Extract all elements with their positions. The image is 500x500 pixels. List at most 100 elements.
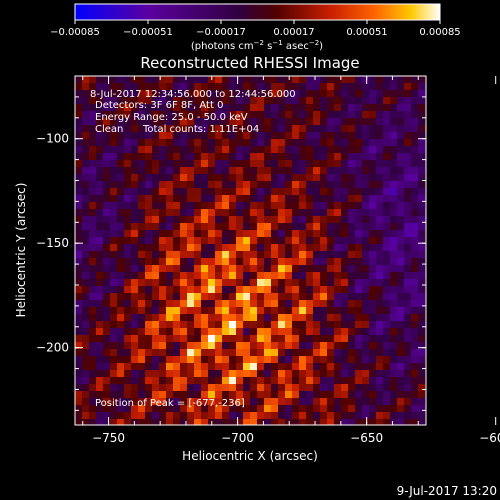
heatmap-cell [397, 335, 404, 342]
heatmap-cell [159, 118, 166, 125]
heatmap-cell [110, 104, 117, 111]
heatmap-cell [96, 188, 103, 195]
heatmap-cell [201, 342, 208, 349]
heatmap-cell [152, 230, 159, 237]
heatmap-cell [187, 132, 194, 139]
heatmap-cell [369, 342, 376, 349]
heatmap-cell [278, 342, 285, 349]
heatmap-cell [103, 146, 110, 153]
heatmap-cell [348, 181, 355, 188]
heatmap-cell [222, 97, 229, 104]
heatmap-cell [264, 405, 271, 412]
heatmap-cell [341, 209, 348, 216]
heatmap-cell [397, 258, 404, 265]
heatmap-cell [355, 153, 362, 160]
heatmap-cell [180, 384, 187, 391]
heatmap-cell [145, 237, 152, 244]
heatmap-cell [285, 251, 292, 258]
heatmap-cell [411, 356, 418, 363]
heatmap-cell [285, 412, 292, 419]
heatmap-cell [243, 139, 250, 146]
heatmap-cell [376, 76, 383, 83]
heatmap-cell [201, 181, 208, 188]
heatmap-cell [117, 412, 124, 419]
heatmap-cell [166, 97, 173, 104]
heatmap-cell [299, 279, 306, 286]
heatmap-cell [166, 76, 173, 83]
heatmap-cell [159, 111, 166, 118]
heatmap-cell [313, 384, 320, 391]
heatmap-cell [292, 279, 299, 286]
heatmap-cell [117, 356, 124, 363]
heatmap-cell [271, 258, 278, 265]
heatmap-cell [229, 377, 236, 384]
heatmap-cell [383, 146, 390, 153]
heatmap-cell [152, 349, 159, 356]
heatmap-cell [390, 265, 397, 272]
heatmap-cell [103, 118, 110, 125]
heatmap-cell [334, 258, 341, 265]
heatmap-cell [82, 167, 89, 174]
heatmap-cell [299, 384, 306, 391]
heatmap-cell [173, 405, 180, 412]
heatmap-cell [110, 391, 117, 398]
heatmap-cell [390, 321, 397, 328]
heatmap-cell [299, 83, 306, 90]
heatmap-cell [327, 118, 334, 125]
heatmap-cell [278, 188, 285, 195]
heatmap-cell [418, 90, 425, 97]
heatmap-cell [194, 139, 201, 146]
heatmap-cell [257, 181, 264, 188]
heatmap-cell [222, 321, 229, 328]
heatmap-cell [250, 132, 257, 139]
heatmap-cell [117, 195, 124, 202]
heatmap-cell [334, 230, 341, 237]
heatmap-cell [376, 202, 383, 209]
heatmap-cell [229, 244, 236, 251]
heatmap-cell [166, 244, 173, 251]
heatmap-cell [180, 188, 187, 195]
heatmap-cell [250, 153, 257, 160]
heatmap-cell [418, 412, 425, 419]
heatmap-cell [418, 83, 425, 90]
heatmap-cell [250, 202, 257, 209]
heatmap-cell [82, 188, 89, 195]
heatmap-cell [341, 153, 348, 160]
heatmap-cell [348, 335, 355, 342]
heatmap-cell [187, 272, 194, 279]
heatmap-cell [236, 398, 243, 405]
heatmap-cell [159, 251, 166, 258]
heatmap-cell [89, 377, 96, 384]
heatmap-cell [89, 398, 96, 405]
heatmap-cell [243, 342, 250, 349]
heatmap-cell [390, 335, 397, 342]
heatmap-cell [117, 90, 124, 97]
heatmap-cell [250, 76, 257, 83]
heatmap-cell [292, 363, 299, 370]
heatmap-cell [369, 139, 376, 146]
heatmap-cell [124, 83, 131, 90]
heatmap-cell [376, 160, 383, 167]
heatmap-cell [117, 391, 124, 398]
heatmap-cell [194, 251, 201, 258]
heatmap-cell [117, 139, 124, 146]
heatmap-cell [327, 286, 334, 293]
heatmap-cell [285, 153, 292, 160]
heatmap-cell [236, 314, 243, 321]
heatmap-cell [138, 356, 145, 363]
heatmap-cell [208, 160, 215, 167]
heatmap-cell [313, 132, 320, 139]
heatmap-cell [334, 237, 341, 244]
heatmap-cell [257, 230, 264, 237]
heatmap-cell [82, 174, 89, 181]
heatmap-cell [89, 111, 96, 118]
heatmap-cell [285, 181, 292, 188]
heatmap-cell [166, 251, 173, 258]
heatmap-cell [236, 83, 243, 90]
heatmap-cell [222, 118, 229, 125]
heatmap-cell [362, 160, 369, 167]
heatmap-cell [173, 328, 180, 335]
heatmap-cell [278, 76, 285, 83]
heatmap-cell [397, 293, 404, 300]
heatmap-cell [194, 391, 201, 398]
